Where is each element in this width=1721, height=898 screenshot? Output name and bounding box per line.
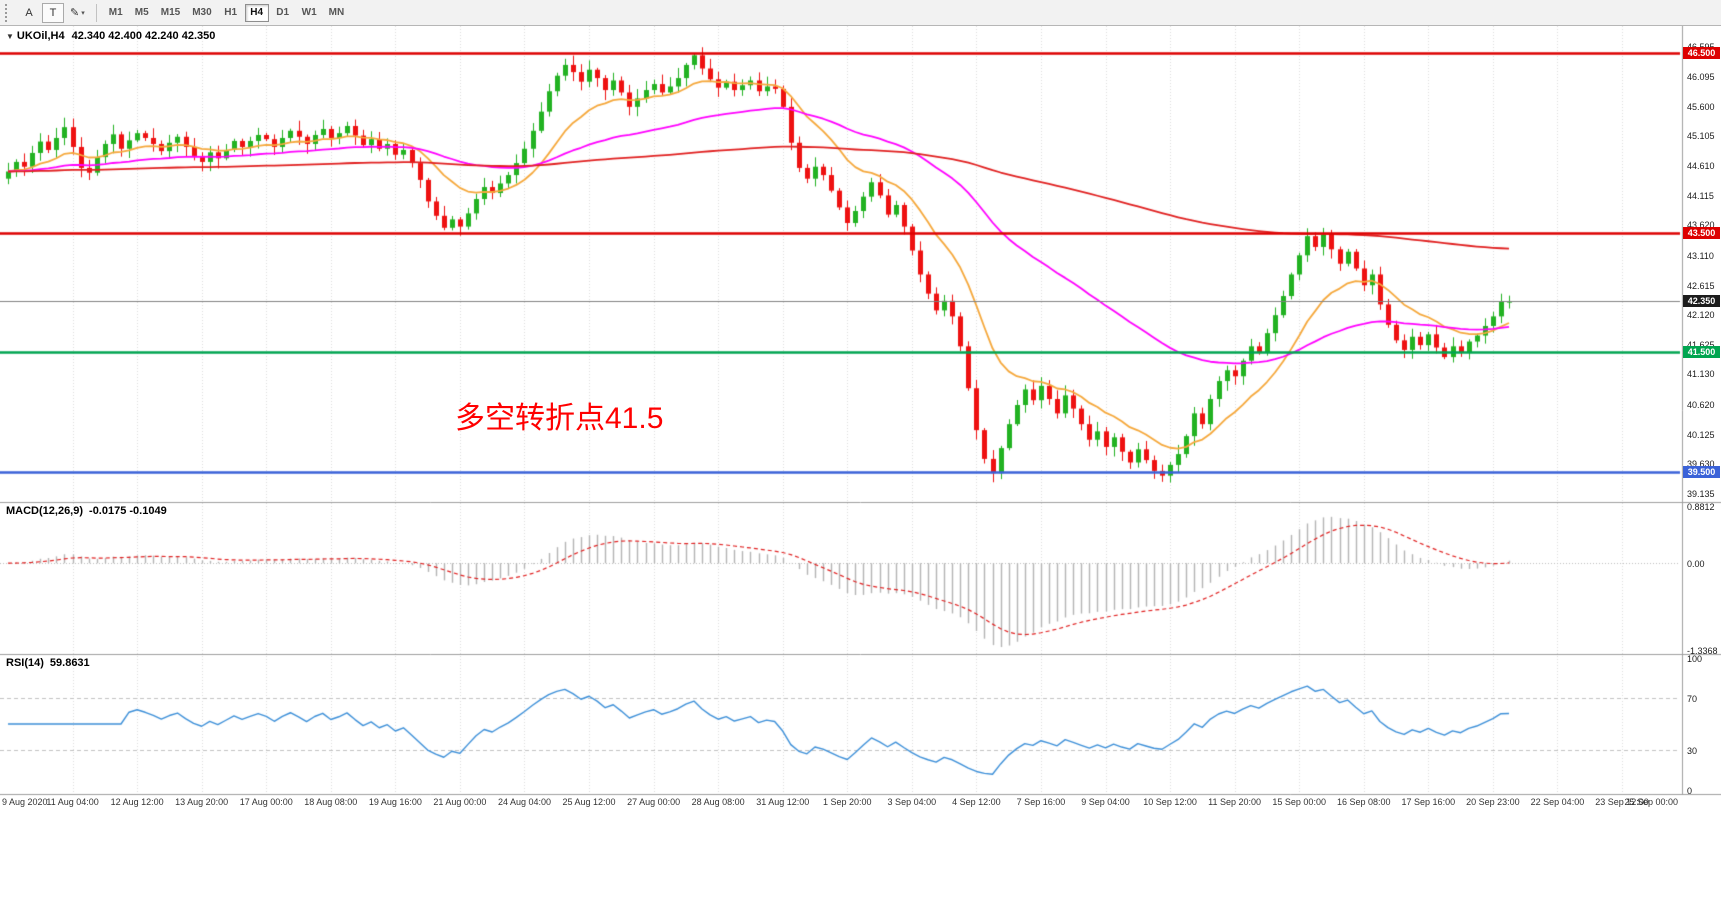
timeframe-D1[interactable]: D1 — [271, 4, 295, 22]
chart-title: ▼ UKOil,H4 42.340 42.400 42.240 42.350 — [6, 30, 215, 42]
toolbar: A T ✎ ▾ M1 M5 M15 M30 H1 H4 D1 W1 MN — [0, 0, 1721, 26]
time-axis-label: 27 Aug 00:00 — [627, 797, 681, 807]
time-axis-label: 24 Aug 04:00 — [497, 797, 551, 807]
timeframe-buttons: M1 M5 M15 M30 H1 H4 D1 W1 MN — [103, 3, 350, 22]
annotation-a-button[interactable]: A — [18, 3, 40, 23]
time-axis-label: 9 Sep 04:00 — [1081, 797, 1130, 807]
time-axis-label: 25 Sep 00:00 — [1624, 797, 1678, 807]
price-line-tag[interactable]: 41.500 — [1683, 346, 1720, 359]
price-line-tag[interactable]: 46.500 — [1683, 46, 1720, 59]
macd-axis-tick: -1.3368 — [1687, 646, 1718, 656]
timeframe-M1[interactable]: M1 — [104, 4, 128, 22]
price-line-tag[interactable]: 42.350 — [1683, 295, 1720, 308]
rsi-axis-tick: 0 — [1687, 786, 1693, 796]
time-axis-label: 22 Sep 04:00 — [1530, 797, 1585, 807]
macd-axis-tick: 0.8812 — [1687, 502, 1715, 512]
timeframe-H1[interactable]: H1 — [219, 4, 243, 22]
time-axis-label: 23 Sep 12:00 — [1595, 797, 1649, 807]
time-axis-label: 17 Sep 16:00 — [1401, 797, 1456, 807]
price-axis-tick: 45.600 — [1687, 101, 1715, 112]
timeframe-MN[interactable]: MN — [324, 4, 350, 22]
timeframe-M30[interactable]: M30 — [187, 4, 216, 22]
pencil-icon: ✎ — [70, 7, 80, 19]
price-axis-tick: 43.620 — [1687, 220, 1715, 231]
time-axis-label: 13 Aug 20:00 — [175, 797, 229, 807]
time-axis-label: 18 Aug 08:00 — [304, 797, 358, 807]
time-axis-label: 3 Sep 04:00 — [887, 797, 937, 807]
draw-tool-button[interactable]: ✎ ▾ — [66, 3, 89, 23]
time-axis-label: 25 Aug 12:00 — [562, 797, 616, 807]
chart-area: ▼ UKOil,H4 42.340 42.400 42.240 42.350 MAC… — [0, 26, 1721, 898]
price-axis-tick: 39.630 — [1687, 459, 1715, 470]
time-axis-label: 20 Sep 23:00 — [1466, 797, 1520, 807]
time-axis-label: 10 Sep 12:00 — [1143, 797, 1197, 807]
time-axis-label: 28 Aug 08:00 — [691, 797, 745, 807]
rsi-indicator-label: RSI(14) 59.8631 — [6, 657, 90, 669]
timeframe-M15[interactable]: M15 — [156, 4, 185, 22]
time-axis-label: 31 Aug 12:00 — [756, 797, 810, 807]
price-axis-tick: 40.125 — [1687, 429, 1715, 440]
toolbar-grip[interactable] — [5, 3, 11, 22]
timeframe-W1[interactable]: W1 — [297, 4, 322, 22]
time-axis-label: 17 Aug 00:00 — [239, 797, 293, 807]
chart-ohlc-values: 42.340 42.400 42.240 42.350 — [71, 30, 216, 42]
price-axis-tick: 41.625 — [1687, 339, 1715, 350]
price-axis-tick: 42.615 — [1687, 280, 1715, 291]
rsi-axis-tick: 70 — [1687, 693, 1698, 704]
chart-annotation-text: 多空转折点41.5 — [455, 402, 664, 435]
timeframe-H4[interactable]: H4 — [244, 3, 269, 22]
time-axis-label: 15 Sep 00:00 — [1272, 797, 1326, 807]
chart-canvas[interactable] — [0, 26, 1721, 898]
timeframe-M5[interactable]: M5 — [130, 4, 154, 22]
macd-indicator-label: MACD(12,26,9) -0.0175 -0.1049 — [6, 505, 167, 517]
time-axis-label: 11 Sep 20:00 — [1208, 797, 1262, 807]
rsi-axis-tick: 100 — [1687, 654, 1703, 664]
price-axis-tick: 39.135 — [1687, 488, 1715, 499]
toolbar-separator — [95, 3, 97, 22]
chevron-down-icon: ▾ — [81, 9, 85, 17]
price-axis-tick: 45.105 — [1687, 131, 1715, 142]
price-axis-tick: 42.120 — [1687, 310, 1715, 321]
rsi-axis-tick: 30 — [1687, 746, 1698, 757]
chart-symbol-label: UKOil,H4 — [16, 30, 65, 42]
time-axis-label: 21 Aug 00:00 — [433, 797, 487, 807]
price-axis-tick: 41.130 — [1687, 369, 1715, 380]
price-axis-tick: 40.620 — [1687, 400, 1715, 410]
time-axis-label: 4 Sep 12:00 — [952, 797, 1001, 807]
macd-axis-tick: 0.00 — [1687, 559, 1705, 570]
time-axis-label: 19 Aug 16:00 — [368, 797, 422, 807]
price-axis-tick: 46.095 — [1687, 72, 1715, 83]
time-axis-label: 11 Aug 04:00 — [46, 797, 99, 807]
time-axis-label: 7 Sep 16:00 — [1016, 797, 1066, 807]
time-axis-label: 16 Sep 08:00 — [1336, 797, 1391, 807]
time-axis-label: 9 Aug 2020 — [2, 797, 48, 807]
price-axis-tick: 44.115 — [1687, 190, 1714, 201]
price-line-tag[interactable]: 43.500 — [1683, 226, 1720, 239]
time-axis-label: 12 Aug 12:00 — [110, 797, 164, 807]
price-axis-tick: 43.110 — [1687, 250, 1714, 261]
time-axis-label: 1 Sep 20:00 — [822, 797, 872, 807]
price-line-tag[interactable]: 39.500 — [1683, 466, 1720, 479]
chart-dropdown-icon[interactable]: ▼ — [6, 32, 14, 41]
price-axis-tick: 44.610 — [1687, 161, 1715, 172]
text-tool-button[interactable]: T — [42, 2, 64, 23]
